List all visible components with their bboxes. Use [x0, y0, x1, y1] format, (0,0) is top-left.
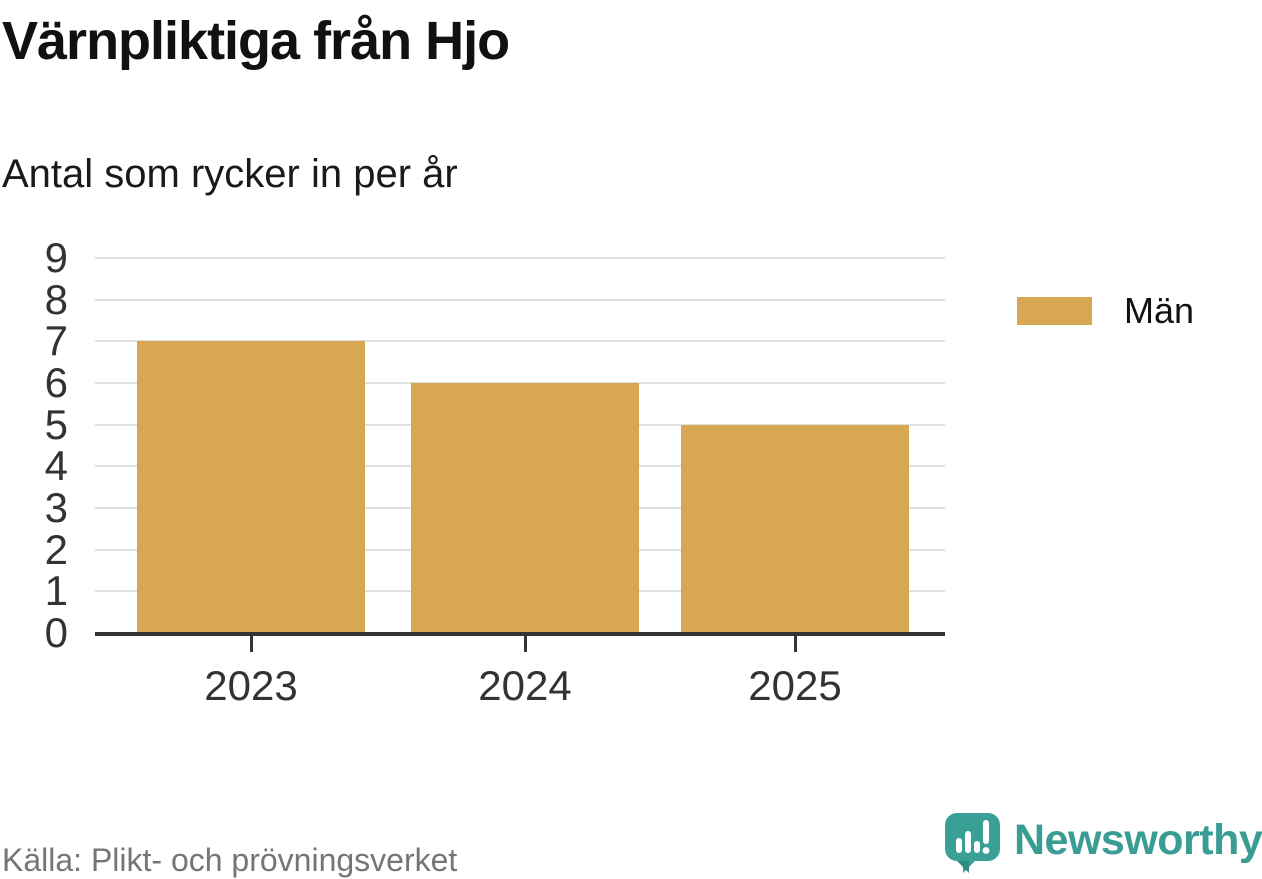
y-axis-label-9: 9 — [44, 234, 68, 281]
y-axis-label-1: 1 — [44, 567, 68, 615]
legend-label-man: Män — [1124, 290, 1195, 331]
newsworthy-logo-icon — [944, 812, 1002, 879]
x-tick-2024 — [524, 636, 527, 652]
legend-swatch-man — [1017, 297, 1092, 325]
y-axis-label-2: 2 — [44, 525, 68, 573]
y-axis-label-0: 0 — [44, 609, 68, 656]
x-axis-label-2024: 2024 — [478, 662, 572, 709]
x-axis-line — [95, 632, 945, 636]
bar-2024 — [411, 383, 639, 633]
newsworthy-brand-name: Newsworthy — [1014, 816, 1262, 864]
y-axis-label-5: 5 — [44, 400, 68, 448]
x-axis-label-2025: 2025 — [748, 662, 842, 709]
y-axis-label-6: 6 — [44, 359, 68, 406]
x-axis-label-2023: 2023 — [204, 662, 298, 709]
chart-subtitle: Antal som rycker in per år — [2, 152, 458, 196]
y-axis-label-7: 7 — [44, 317, 68, 365]
gridline-y9 — [95, 257, 945, 259]
newsworthy-brand: Newsworthy — [944, 812, 1262, 879]
x-tick-2025 — [794, 636, 797, 652]
x-tick-2023 — [250, 636, 253, 652]
source-attribution: Källa: Plikt- och prövningsverket — [2, 842, 458, 878]
legend: Män — [1017, 293, 1194, 329]
y-axis-label-8: 8 — [44, 275, 68, 323]
y-axis-label-3: 3 — [44, 484, 68, 531]
gridline-y7 — [95, 340, 945, 343]
gridline-y8 — [95, 298, 945, 301]
bar-2023 — [137, 341, 365, 633]
chart-title: Värnpliktiga från Hjo — [2, 11, 510, 71]
bar-2025 — [681, 424, 909, 633]
y-axis-label-4: 4 — [44, 442, 68, 490]
